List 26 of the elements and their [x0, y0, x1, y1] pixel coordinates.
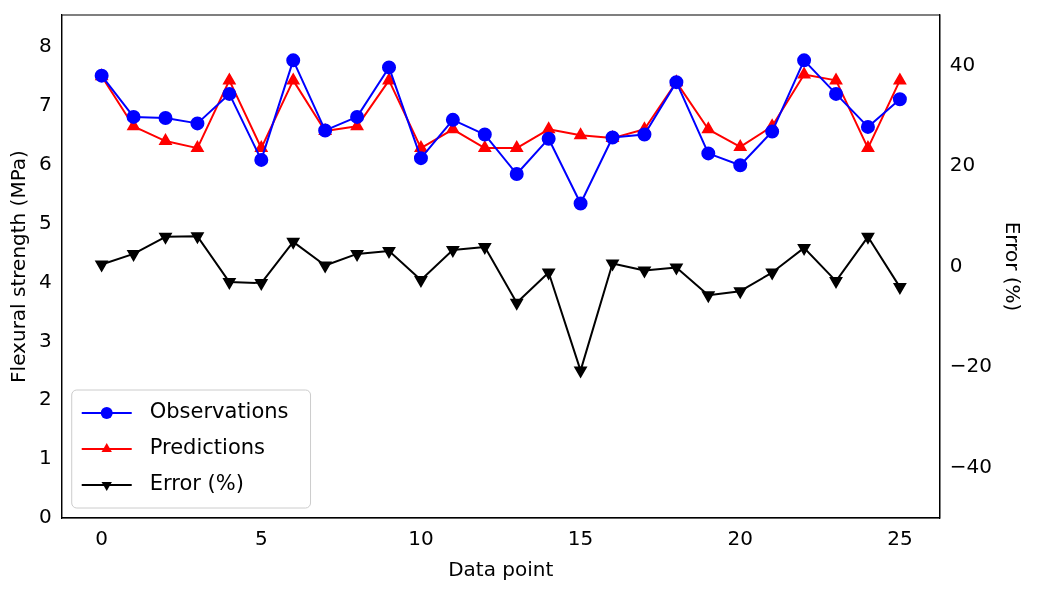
y2-tick-label: 20 [949, 152, 976, 177]
x-tick-label: 5 [254, 526, 268, 551]
y2-tick-label: −40 [949, 453, 993, 478]
y-tick-label: 8 [38, 33, 52, 58]
y2-tick-label: 40 [949, 51, 976, 76]
x-tick-label: 0 [95, 526, 108, 551]
x-tick-label: 25 [887, 526, 913, 551]
y-tick-label: 5 [38, 209, 52, 234]
y-tick-label: 3 [38, 327, 52, 352]
x-tick-label: 20 [727, 526, 753, 551]
y-axis-title: Flexural strength (MPa) [6, 150, 31, 383]
y-tick-label: 1 [38, 445, 52, 470]
y2-tick-label: 0 [949, 252, 963, 277]
y-tick-label: 7 [38, 91, 52, 116]
y-tick-label: 6 [38, 150, 52, 175]
legend-label: Observations [149, 399, 289, 424]
legend-label: Predictions [149, 435, 265, 460]
x-tick-label: 15 [567, 526, 594, 551]
y2-axis-title: Error (%) [1000, 221, 1025, 312]
y2-tick-label: −20 [949, 353, 993, 378]
x-axis-title: Data point [448, 557, 554, 582]
y-tick-label: 4 [38, 268, 52, 293]
y-tick-label: 2 [38, 386, 52, 411]
x-tick-label: 10 [408, 526, 434, 551]
y-tick-label: 0 [38, 504, 52, 529]
legend-label: Error (%) [149, 471, 244, 496]
